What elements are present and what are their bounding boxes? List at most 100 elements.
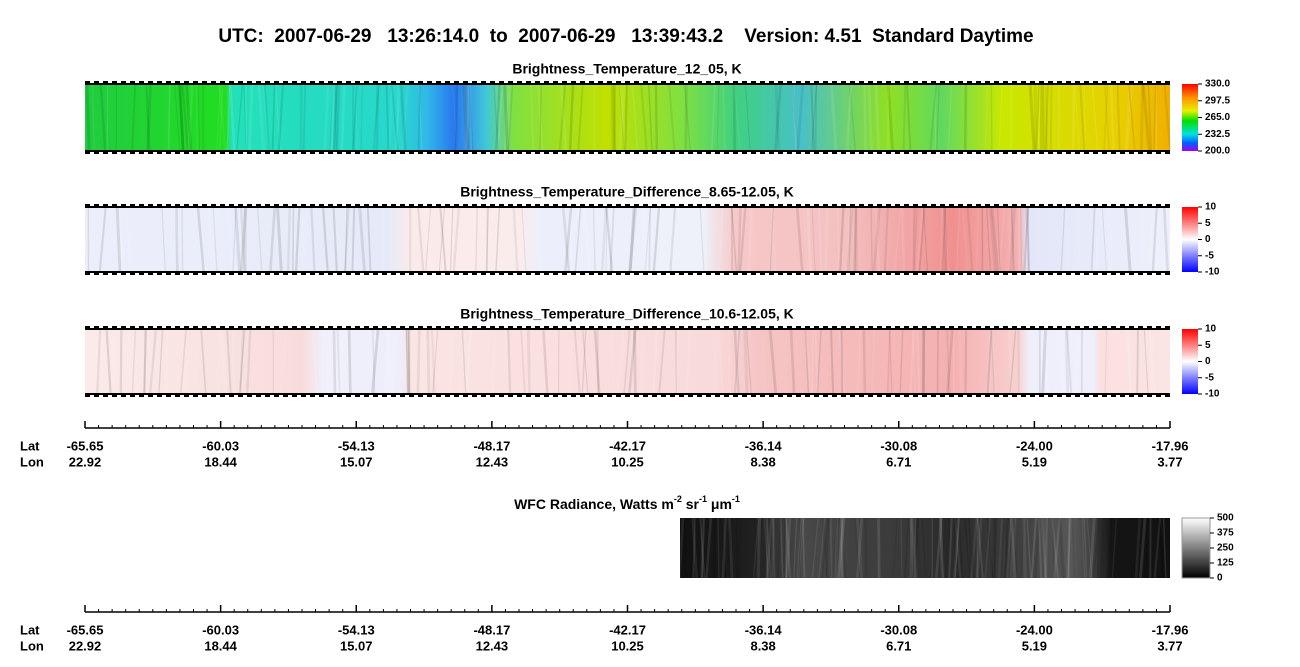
texture	[360, 83, 364, 152]
texture	[874, 83, 881, 152]
texture	[127, 328, 133, 395]
texture	[503, 83, 510, 152]
texture	[1074, 328, 1079, 395]
texture	[690, 517, 696, 579]
image-strip	[85, 84, 1170, 151]
texture	[312, 328, 319, 395]
texture	[131, 328, 137, 395]
texture	[574, 206, 582, 273]
texture	[220, 328, 228, 395]
texture	[699, 206, 705, 273]
texture	[986, 206, 992, 273]
texture	[628, 206, 636, 273]
texture	[277, 83, 285, 152]
texture	[388, 328, 397, 395]
texture	[111, 328, 116, 395]
texture	[900, 206, 906, 273]
texture	[161, 206, 166, 273]
texture	[727, 328, 732, 395]
texture	[212, 206, 218, 273]
texture	[375, 83, 380, 152]
texture	[424, 206, 432, 273]
texture	[678, 517, 685, 579]
texture	[1060, 206, 1066, 273]
texture	[856, 328, 862, 395]
texture	[886, 328, 891, 395]
texture	[725, 517, 734, 579]
texture	[921, 517, 927, 579]
texture	[914, 517, 919, 579]
texture	[117, 206, 126, 273]
texture	[900, 517, 903, 579]
texture	[720, 517, 728, 579]
texture	[131, 83, 137, 152]
texture	[836, 517, 846, 579]
texture	[642, 328, 645, 395]
colorbar-tick-label: 5	[1205, 340, 1211, 351]
colorbar-tick-label: 250	[1217, 543, 1234, 554]
texture	[1074, 328, 1082, 395]
texture	[579, 206, 586, 273]
lon-label: 22.92	[69, 454, 102, 469]
colorbar-tick-label: 10	[1205, 202, 1217, 213]
texture	[1092, 517, 1100, 579]
colorbar	[1182, 329, 1198, 394]
texture	[1022, 517, 1026, 579]
texture	[958, 328, 963, 395]
image-strip	[85, 329, 1170, 394]
texture	[1074, 83, 1081, 152]
texture	[271, 83, 276, 152]
texture	[452, 206, 461, 273]
texture	[542, 328, 549, 395]
texture	[713, 517, 717, 579]
image-strip	[85, 207, 1170, 272]
texture	[801, 517, 806, 579]
texture	[1148, 328, 1153, 395]
texture	[258, 83, 266, 152]
texture	[674, 328, 680, 395]
texture	[175, 206, 179, 273]
texture	[331, 83, 335, 152]
texture	[462, 83, 469, 152]
texture	[484, 328, 489, 395]
texture	[226, 328, 232, 395]
texture	[793, 517, 798, 579]
texture	[987, 328, 994, 395]
texture	[846, 206, 854, 273]
texture	[1136, 328, 1139, 395]
texture	[833, 517, 840, 579]
texture	[984, 83, 989, 152]
texture	[1006, 517, 1012, 579]
texture	[563, 206, 573, 273]
title-part: -1	[732, 494, 740, 504]
lon-label: 18.44	[204, 454, 237, 469]
lat-label: -36.14	[745, 622, 783, 637]
texture	[1025, 206, 1031, 273]
texture	[385, 328, 390, 395]
texture	[996, 206, 1001, 273]
texture	[464, 83, 468, 152]
texture	[539, 83, 543, 152]
texture	[1079, 83, 1086, 152]
texture	[85, 83, 91, 152]
texture	[1088, 517, 1096, 579]
texture	[1057, 83, 1061, 152]
texture	[1003, 517, 1011, 579]
lat-label: -30.08	[880, 622, 917, 637]
texture	[628, 206, 638, 273]
texture	[964, 328, 968, 395]
texture	[717, 517, 720, 579]
texture	[347, 328, 352, 395]
texture	[605, 206, 608, 273]
texture	[796, 517, 802, 579]
texture	[789, 328, 796, 395]
texture	[418, 83, 423, 152]
texture	[765, 517, 769, 579]
texture	[785, 517, 792, 579]
texture	[829, 517, 833, 579]
texture	[302, 83, 307, 152]
texture	[958, 517, 964, 579]
texture	[658, 328, 666, 395]
texture	[1155, 206, 1160, 273]
texture	[1104, 328, 1108, 395]
